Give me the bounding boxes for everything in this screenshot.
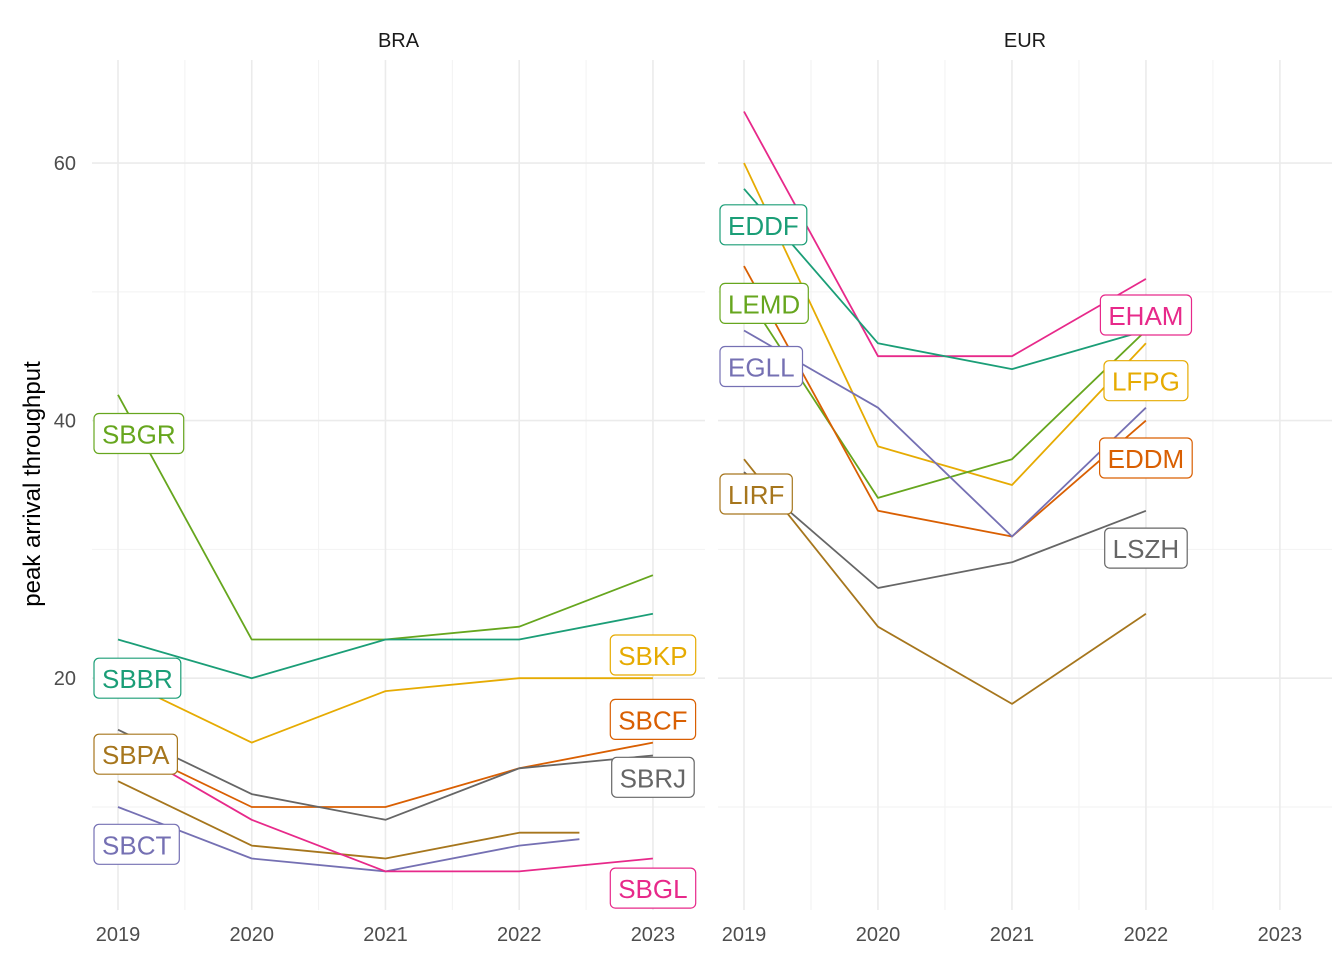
- panels-layer: BRA 2019 2020 2021 2022 2023 20 40 60 SBGR SBBR SBK…: [54, 30, 1332, 946]
- series-line-sbct: [117, 806, 580, 873]
- series-label-text: SBGR: [102, 420, 176, 450]
- series-label-sbbr: SBBR: [93, 657, 182, 699]
- series-label-text: LSZH: [1113, 534, 1179, 564]
- series-line-lirf: [743, 458, 1147, 705]
- series-label-text: SBRJ: [620, 763, 686, 793]
- series-label-text: EGLL: [728, 353, 795, 383]
- series-label-box: [611, 756, 695, 798]
- series-label-lszh: LSZH: [1104, 527, 1188, 569]
- panel-eur-grid: [718, 60, 1332, 910]
- series-label-text: EDDF: [728, 211, 799, 241]
- series-label-box: [93, 412, 185, 455]
- series-label-sbgl: SBGL: [609, 867, 697, 909]
- x-tick-label: 2019: [96, 924, 141, 946]
- series-label-text: SBCT: [102, 830, 171, 860]
- series-label-box: [93, 823, 180, 865]
- x-tick-label: 2022: [1124, 924, 1169, 946]
- y-axis-title: peak arrival throughput: [19, 361, 46, 607]
- series-label-box: [609, 634, 697, 676]
- series-label-text: SBKP: [618, 641, 687, 671]
- series-label-sbpa: SBPA: [93, 733, 179, 775]
- x-tick-label: 2023: [631, 924, 676, 946]
- series-label-sbct: SBCT: [93, 823, 180, 865]
- series-label-text: SBBR: [102, 664, 173, 694]
- series-line-lemd: [743, 291, 1147, 499]
- x-tick-label: 2021: [363, 924, 408, 946]
- series-label-eddm: EDDM: [1098, 437, 1193, 479]
- panel-eur-labels: EHAM EDDF LFPG LEMD EDDM EGLL LSZH LIRF: [719, 204, 1193, 569]
- series-line-sbgl: [117, 741, 653, 873]
- series-line-lfpg: [743, 162, 1147, 486]
- series-label-lfpg: LFPG: [1103, 360, 1189, 402]
- x-tick-label: 2021: [990, 924, 1035, 946]
- series-label-box: [1104, 527, 1188, 569]
- series-label-sbkp: SBKP: [609, 634, 697, 676]
- series-label-sbgr: SBGR: [93, 412, 185, 455]
- series-label-box: [1098, 437, 1193, 479]
- series-label-text: SBGL: [618, 874, 687, 904]
- series-line-sbbr: [117, 612, 654, 680]
- series-line-egll: [743, 329, 1147, 538]
- series-line-sbrj: [117, 728, 653, 821]
- series-label-box: [1099, 294, 1193, 336]
- x-tick-label: 2020: [856, 924, 901, 946]
- panel-eur-strip-title: EUR: [1004, 30, 1046, 52]
- series-label-box: [609, 867, 697, 909]
- panel-bra: BRA 2019 2020 2021 2022 2023 20 40 60 SBGR SBBR SBK…: [54, 30, 705, 946]
- series-label-lemd: LEMD: [719, 282, 809, 324]
- panel-bra-labels: SBGR SBBR SBKP SBCF SBRJ SBPA SBCT SBGL: [93, 412, 697, 909]
- series-label-box: [719, 473, 793, 515]
- series-label-box: [719, 204, 808, 246]
- panel-bra-lines: [117, 394, 654, 873]
- series-label-lirf: LIRF: [719, 473, 793, 515]
- series-line-lszh: [743, 471, 1147, 589]
- y-tick-label: 60: [54, 153, 76, 175]
- series-line-sbpa: [117, 780, 580, 860]
- series-label-text: SBPA: [102, 740, 170, 770]
- series-label-sbrj: SBRJ: [611, 756, 695, 798]
- series-label-box: [719, 282, 809, 324]
- series-label-sbcf: SBCF: [609, 698, 697, 741]
- x-tick-label: 2023: [1258, 924, 1303, 946]
- panel-eur-lines: [743, 111, 1147, 705]
- series-line-eddm: [743, 265, 1147, 538]
- series-label-eham: EHAM: [1099, 294, 1193, 336]
- series-label-egll: EGLL: [719, 345, 804, 388]
- series-label-text: EDDM: [1108, 444, 1185, 474]
- series-label-box: [93, 733, 179, 775]
- series-line-eddf: [743, 188, 1147, 371]
- series-label-box: [93, 657, 182, 699]
- series-line-sbcf: [117, 741, 654, 808]
- series-label-text: LEMD: [728, 289, 800, 319]
- series-line-sbkp: [117, 677, 653, 744]
- series-label-text: EHAM: [1108, 301, 1183, 331]
- series-label-box: [609, 698, 697, 741]
- x-tick-label: 2020: [229, 924, 274, 946]
- series-label-box: [719, 345, 804, 388]
- series-label-text: LIRF: [728, 480, 784, 510]
- y-tick-label: 20: [54, 668, 76, 690]
- series-label-text: LFPG: [1112, 367, 1180, 397]
- series-label-text: SBCF: [618, 705, 687, 735]
- panel-bra-strip-title: BRA: [378, 30, 420, 52]
- series-label-eddf: EDDF: [719, 204, 808, 246]
- x-tick-label: 2019: [722, 924, 767, 946]
- x-tick-label: 2022: [497, 924, 542, 946]
- series-label-box: [1103, 360, 1189, 402]
- y-tick-label: 40: [54, 411, 76, 433]
